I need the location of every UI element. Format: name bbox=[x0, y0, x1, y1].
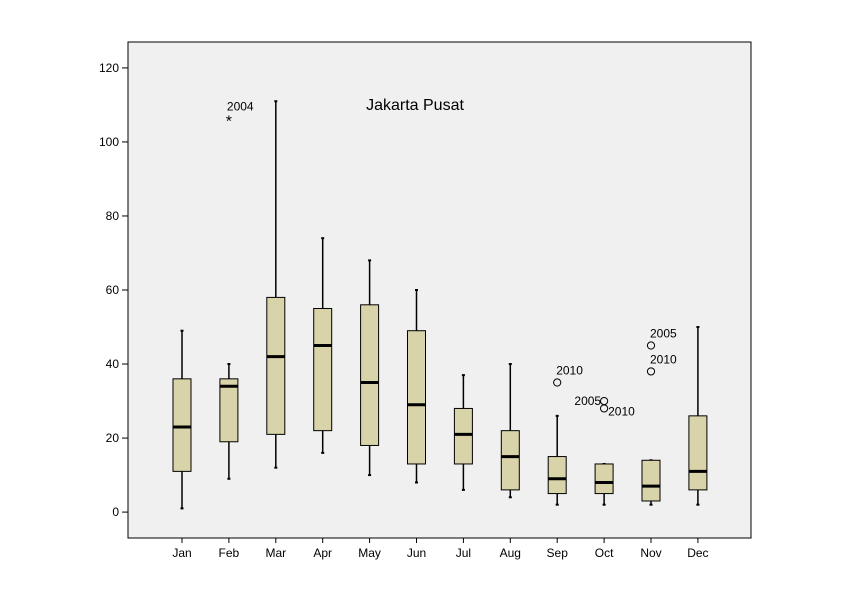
circle-marker bbox=[600, 404, 609, 413]
circle-marker bbox=[553, 378, 562, 387]
x-tick-label: May bbox=[358, 546, 381, 560]
x-tick-label: Sep bbox=[547, 546, 569, 560]
outlier-nov-2005: 2005 bbox=[646, 327, 677, 350]
box-iqr bbox=[360, 304, 380, 446]
box-iqr bbox=[172, 378, 192, 472]
outlier-label: 2010 bbox=[608, 404, 635, 418]
plot-area bbox=[127, 41, 752, 539]
y-tick-label: 120 bbox=[99, 61, 119, 75]
box-aug bbox=[500, 363, 520, 499]
outlier-oct-2010: 2010 bbox=[600, 404, 635, 418]
y-tick-label: 20 bbox=[106, 431, 120, 445]
outlier-label: 2010 bbox=[650, 352, 677, 366]
x-tick-label: Jul bbox=[456, 546, 471, 560]
y-tick-label: 100 bbox=[99, 135, 119, 149]
x-tick-label: Mar bbox=[265, 546, 286, 560]
y-tick-label: 60 bbox=[106, 283, 120, 297]
box-iqr bbox=[688, 415, 708, 491]
star-marker: * bbox=[226, 114, 232, 131]
box-iqr bbox=[641, 459, 661, 502]
box-dec bbox=[688, 326, 708, 506]
box-group bbox=[172, 100, 708, 510]
x-tick-label: Oct bbox=[595, 546, 614, 560]
box-jun bbox=[407, 289, 426, 484]
box-mar bbox=[266, 100, 286, 469]
box-iqr bbox=[313, 308, 333, 432]
box-iqr bbox=[500, 430, 520, 491]
y-tick-label: 40 bbox=[106, 357, 120, 371]
outlier-label: 2005 bbox=[574, 394, 601, 408]
box-sep bbox=[547, 414, 567, 506]
y-axis: 0 20 40 60 80 100 120 bbox=[99, 61, 128, 519]
box-iqr bbox=[407, 330, 426, 465]
x-tick-label: Aug bbox=[500, 546, 521, 560]
box-feb bbox=[219, 363, 239, 480]
box-iqr bbox=[266, 296, 286, 435]
x-tick-label: Nov bbox=[640, 546, 661, 560]
x-tick-label: Dec bbox=[687, 546, 708, 560]
outlier-group: *2004 2010 2005 2010 2005 2010 bbox=[226, 100, 677, 419]
box-oct bbox=[594, 462, 614, 506]
box-iqr bbox=[547, 456, 567, 495]
x-tick-label: Apr bbox=[313, 546, 332, 560]
x-tick-label: Jan bbox=[172, 546, 191, 560]
x-axis: Jan Feb Mar Apr May Jun Jul Aug Sep Oct Nov Dec bbox=[172, 538, 709, 560]
outlier-sep-2010: 2010 bbox=[553, 364, 583, 387]
outlier-feb-2004: *2004 bbox=[226, 100, 254, 131]
circle-marker bbox=[646, 367, 656, 376]
y-tick-label: 80 bbox=[106, 209, 120, 223]
box-nov bbox=[641, 459, 661, 506]
box-iqr bbox=[453, 407, 473, 465]
outlier-label: 2010 bbox=[556, 364, 583, 378]
box-iqr bbox=[594, 463, 614, 495]
box-apr bbox=[313, 237, 333, 454]
outlier-nov-2010: 2010 bbox=[646, 352, 677, 376]
outlier-label: 2005 bbox=[650, 327, 677, 341]
outlier-label: 2004 bbox=[227, 100, 254, 114]
box-may bbox=[360, 259, 380, 477]
box-iqr bbox=[219, 378, 239, 443]
circle-marker bbox=[646, 341, 656, 350]
chart-title: Jakarta Pusat bbox=[366, 97, 464, 114]
x-tick-label: Jun bbox=[407, 546, 426, 560]
y-tick-label: 0 bbox=[112, 505, 119, 519]
x-tick-label: Feb bbox=[219, 546, 240, 560]
box-jan bbox=[172, 329, 192, 510]
box-jul bbox=[453, 374, 473, 491]
